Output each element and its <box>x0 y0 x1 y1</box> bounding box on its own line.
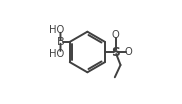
Text: S: S <box>111 46 120 58</box>
Text: HO: HO <box>49 25 64 35</box>
Text: O: O <box>125 47 133 57</box>
Text: HO: HO <box>49 49 64 59</box>
Text: O: O <box>112 30 120 40</box>
Text: B: B <box>57 37 65 47</box>
